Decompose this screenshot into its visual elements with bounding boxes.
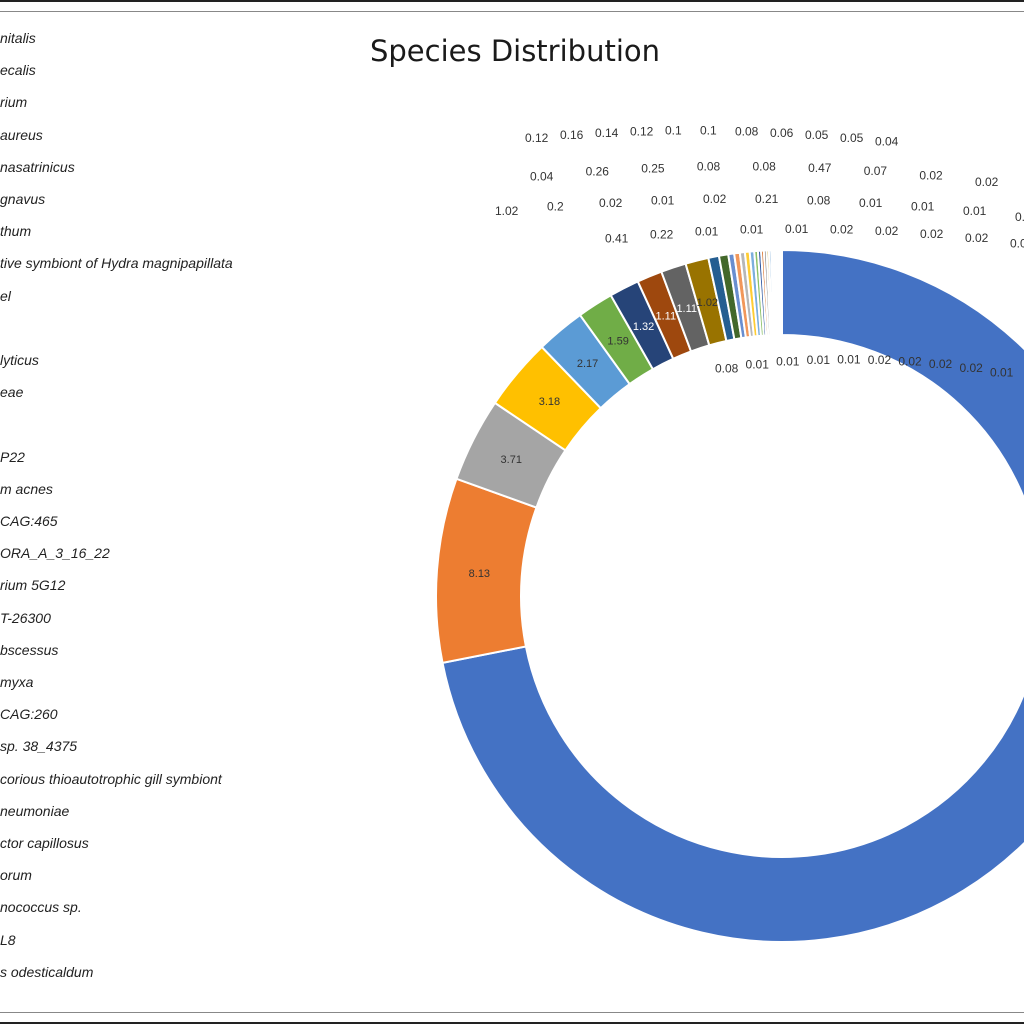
legend-item: thum bbox=[0, 223, 32, 240]
legend-item: rium 5G12 bbox=[0, 577, 66, 594]
legend-item: ctor capillosus bbox=[0, 835, 89, 851]
slice-value-labels: 8.133.713.182.171.591.321.111.111.02 bbox=[469, 297, 718, 580]
outer-value-label: 0.08 bbox=[697, 159, 721, 173]
outer-value-label: 0.16 bbox=[560, 128, 584, 142]
outer-value-label: 0.02 bbox=[975, 175, 999, 189]
outer-value-label: 0.02 bbox=[965, 231, 989, 245]
slice-value-label: 1.32 bbox=[633, 321, 654, 333]
outer-value-label: 0.04 bbox=[875, 134, 899, 148]
outer-value-label: 0.02 bbox=[830, 222, 854, 236]
outer-value-label: 0.02 bbox=[599, 196, 623, 210]
outer-value-label: 0.08 bbox=[753, 159, 777, 173]
legend-item: L8 bbox=[0, 931, 16, 948]
outer-value-label: 0.01 bbox=[785, 222, 809, 236]
legend-item: nasatrinicus bbox=[0, 158, 75, 175]
outer-value-label: 0.26 bbox=[586, 165, 610, 179]
legend-item: rium bbox=[0, 94, 28, 111]
outer-value-label: 0.21 bbox=[755, 192, 779, 206]
outer-value-label: 0.01 bbox=[746, 357, 770, 371]
legend-item: P22 bbox=[0, 448, 25, 465]
legend-item: ORA_A_3_16_22 bbox=[0, 545, 110, 562]
legend-item: CAG:260 bbox=[0, 706, 58, 723]
chart-title: Species Distribution bbox=[369, 34, 660, 68]
outer-value-label: 1.02 bbox=[495, 204, 519, 218]
outer-value-label: 0.01 bbox=[963, 204, 987, 218]
outer-value-label: 0.01 bbox=[990, 366, 1014, 380]
outer-value-label: 0.02 bbox=[919, 169, 943, 183]
slice-value-label: 1.11 bbox=[655, 311, 676, 323]
outer-value-label: 0.08 bbox=[715, 361, 739, 375]
legend-item: aureus bbox=[0, 126, 43, 143]
outer-value-label: 0.05 bbox=[805, 128, 829, 142]
outer-value-label: 0.01 bbox=[837, 352, 861, 366]
legend-item: orum bbox=[0, 867, 32, 884]
outer-value-label: 0.02 bbox=[920, 227, 944, 241]
outer-value-label: 0.01 bbox=[740, 222, 764, 236]
legend-item: el bbox=[0, 287, 11, 304]
outer-value-label: 0.02 bbox=[703, 192, 727, 206]
outer-value-label: 0.08 bbox=[807, 193, 831, 207]
slice-value-label: 1.02 bbox=[697, 297, 718, 309]
outer-value-label: 0.08 bbox=[735, 124, 759, 138]
donut-slices bbox=[435, 248, 1024, 943]
outer-value-label: 0.06 bbox=[770, 126, 794, 140]
legend-item: CAG:465 bbox=[0, 513, 58, 529]
slice-value-label: 3.18 bbox=[539, 396, 560, 408]
outer-value-label: 0.02 bbox=[868, 353, 892, 367]
outer-value-label: 0.22 bbox=[650, 227, 674, 241]
outer-value-label: 0.1 bbox=[665, 124, 682, 138]
legend-item: T-26300 bbox=[0, 609, 51, 626]
legend-item: tive symbiont of Hydra magnipapillata bbox=[0, 255, 233, 272]
outer-value-label: 0.01 bbox=[1015, 210, 1024, 224]
outer-value-label: 0.02 bbox=[1010, 236, 1024, 250]
outer-value-label: 0.02 bbox=[875, 224, 899, 238]
legend-item: ecalis bbox=[0, 62, 36, 79]
figure-inner-border bbox=[0, 11, 1024, 1013]
outer-value-label: 0.05 bbox=[840, 131, 864, 145]
outer-value-label: 0.1 bbox=[700, 124, 717, 138]
outer-value-labels: 0.12 0.16 0.14 0.12 0.1 0.1 0.08 0.06 0.05 0.05 0.… bbox=[495, 124, 1024, 380]
legend-item: gnavus bbox=[0, 191, 46, 207]
legend-item: m acnes bbox=[0, 480, 53, 497]
outer-value-label: 0.01 bbox=[859, 196, 883, 210]
outer-value-label: 0.41 bbox=[605, 232, 629, 246]
outer-value-label: 0.47 bbox=[808, 161, 832, 175]
outer-value-label: 0.07 bbox=[864, 164, 888, 178]
slice-value-label: 1.59 bbox=[607, 336, 628, 348]
legend-item: nococcus sp. bbox=[0, 899, 82, 916]
outer-value-label: 0.12 bbox=[525, 131, 549, 145]
outer-value-label: 0.2 bbox=[547, 199, 564, 213]
outer-value-label: 0.01 bbox=[807, 353, 831, 367]
legend-item: s odesticaldum bbox=[0, 963, 94, 980]
legend-item: myxa bbox=[0, 674, 34, 690]
outer-value-label: 0.02 bbox=[929, 357, 953, 371]
donut-slice bbox=[441, 248, 1024, 943]
outer-value-label: 0.02 bbox=[898, 354, 922, 368]
legend-item: sp. 38_4375 bbox=[0, 738, 78, 755]
outer-value-label: 0.01 bbox=[651, 193, 675, 207]
outer-value-label: 0.01 bbox=[695, 224, 719, 238]
slice-value-label: 1.11 bbox=[676, 303, 697, 315]
donut-slice bbox=[779, 248, 783, 337]
outer-value-label: 0.14 bbox=[595, 126, 619, 140]
outer-value-label: 0.12 bbox=[630, 124, 654, 138]
legend-item: eae bbox=[0, 384, 24, 401]
legend-item: bscessus bbox=[0, 641, 59, 658]
outer-value-label: 0.01 bbox=[911, 199, 935, 213]
outer-value-label: 0.25 bbox=[641, 161, 665, 175]
legend-item: lyticus bbox=[0, 352, 39, 368]
legend-item: neumoniae bbox=[0, 802, 70, 819]
slice-value-label: 3.71 bbox=[501, 454, 522, 466]
slice-value-label: 2.17 bbox=[577, 358, 598, 370]
outer-value-label: 0.02 bbox=[959, 361, 983, 375]
slice-value-label: 8.13 bbox=[469, 568, 490, 580]
legend-item: corious thioautotrophic gill symbiont bbox=[0, 770, 222, 787]
outer-value-label: 0.04 bbox=[530, 170, 554, 184]
legend-item: nitalis bbox=[0, 30, 36, 46]
outer-value-label: 0.01 bbox=[776, 355, 800, 369]
